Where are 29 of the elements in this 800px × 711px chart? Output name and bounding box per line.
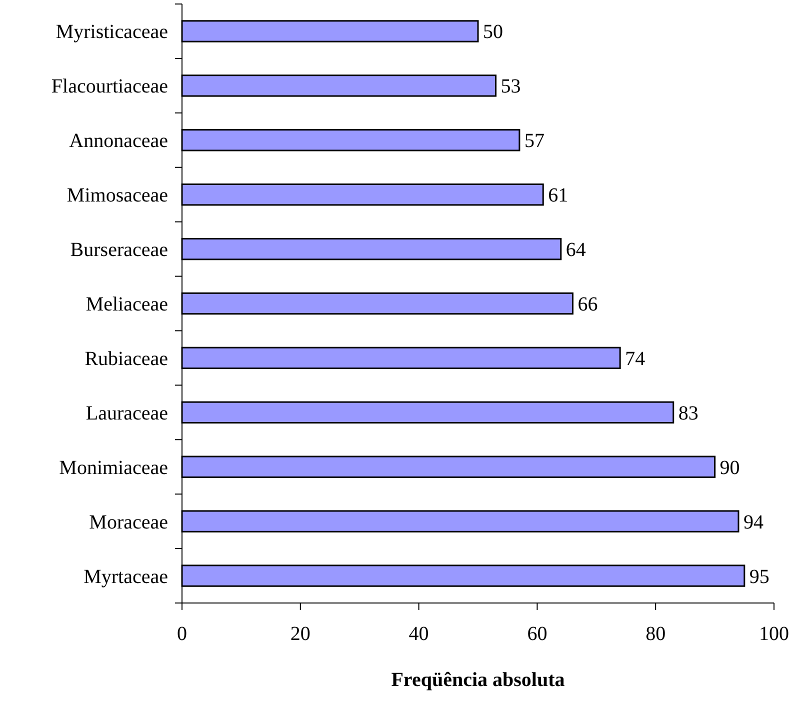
- data-label: 94: [743, 511, 764, 534]
- x-tick-label: 40: [408, 623, 429, 645]
- y-tick-label: Myristicaceae: [56, 21, 168, 44]
- data-label: 66: [578, 294, 598, 316]
- y-tick-label: Mimosaceae: [66, 184, 168, 207]
- y-tick-label: Lauraceae: [86, 402, 168, 424]
- data-label: 74: [625, 348, 646, 370]
- data-label: 57: [524, 130, 544, 152]
- y-tick-label: Rubiaceae: [84, 348, 168, 370]
- data-label: 64: [566, 239, 586, 262]
- y-tick-label: Burseraceae: [70, 239, 168, 262]
- y-tick-label: Flacourtiaceae: [51, 76, 168, 98]
- x-tick-label: 100: [759, 623, 789, 645]
- x-tick-label: 20: [290, 623, 310, 645]
- y-tick-label: Meliaceae: [86, 294, 168, 316]
- data-label: 50: [483, 21, 503, 44]
- x-axis-title: Freqüência absoluta: [391, 669, 565, 691]
- data-label: 95: [749, 566, 770, 588]
- data-label: 83: [678, 402, 698, 424]
- x-tick-label: 60: [527, 623, 548, 645]
- y-tick-label: Myrtaceae: [84, 566, 168, 588]
- data-label: 90: [720, 456, 740, 479]
- y-tick-label: Annonaceae: [69, 130, 168, 152]
- x-tick-label: 80: [646, 623, 666, 645]
- y-tick-label: Moraceae: [89, 511, 168, 534]
- data-label: 53: [500, 76, 521, 98]
- x-tick-label: 0: [177, 623, 187, 645]
- data-label: 61: [548, 184, 568, 207]
- y-tick-label: Monimiaceae: [59, 456, 168, 479]
